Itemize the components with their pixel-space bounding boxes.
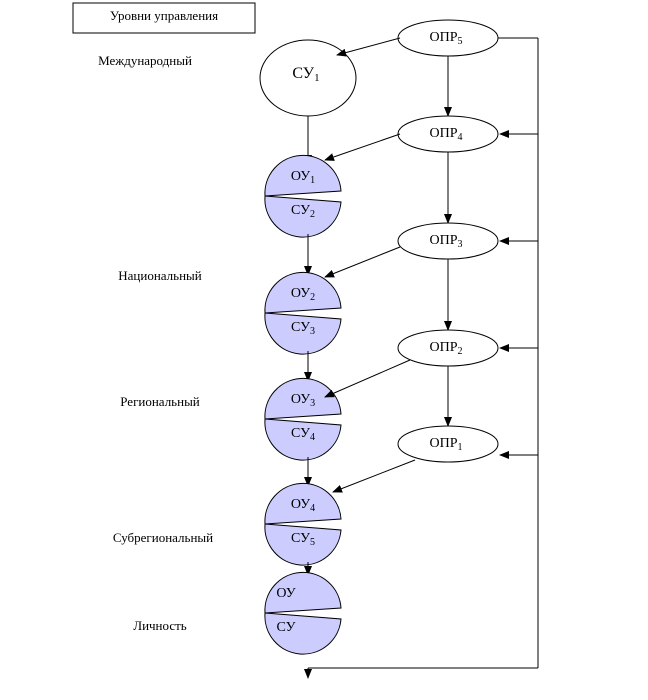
label: ОПР2 [429, 340, 462, 357]
arrow [336, 37, 401, 57]
label-text: ОПР [429, 30, 457, 45]
label-sub: 3 [310, 326, 315, 337]
label-sub: 2 [310, 209, 315, 220]
label-text: ОУ [291, 286, 310, 301]
label: СУ1 [292, 65, 319, 84]
label: СУ3 [291, 320, 315, 337]
label: ОУ [276, 586, 295, 601]
block-upper [264, 377, 342, 420]
arrow [332, 459, 416, 493]
label-sub: 5 [310, 537, 315, 548]
label-text: ОПР [429, 233, 457, 248]
label-text: СУ [291, 203, 310, 218]
block-upper [264, 482, 342, 525]
label-text: ОУ [291, 169, 310, 184]
dm-ellipse [397, 222, 499, 260]
title-box [72, 2, 256, 34]
dm-ellipse [397, 19, 499, 57]
dm-ellipse [397, 425, 499, 463]
arrow [324, 246, 401, 278]
label: ОПР4 [429, 126, 462, 143]
dm-ellipse [397, 115, 499, 153]
label: ОПР5 [429, 30, 462, 47]
label-sub: 1 [310, 175, 315, 186]
label: СУ4 [291, 426, 315, 443]
label: СУ5 [291, 531, 315, 548]
dm-ellipse [397, 329, 499, 367]
label-text: СУ [276, 620, 295, 635]
label-text: ОУ [291, 497, 310, 512]
label: ОУ4 [291, 497, 315, 514]
block-upper [264, 571, 342, 614]
label-sub: 5 [458, 36, 463, 47]
label-text: ОПР [429, 340, 457, 355]
level-label: Региональный [120, 394, 200, 409]
label: ОПР1 [429, 436, 462, 453]
label-text: ОУ [291, 392, 310, 407]
block-upper [264, 154, 342, 197]
label-text: СУ [291, 426, 310, 441]
label-text: СУ [291, 320, 310, 335]
label-sub: 2 [310, 292, 315, 303]
label-text: ОУ [276, 586, 295, 601]
level-label: Национальный [118, 268, 202, 283]
arrow [324, 133, 401, 161]
label: СУ [276, 620, 295, 635]
block-lower [264, 523, 342, 566]
level-label: Субрегиональный [113, 530, 213, 545]
label-sub: 3 [310, 398, 315, 409]
label-text: ОПР [429, 126, 457, 141]
label-sub: 3 [458, 239, 463, 250]
block-upper [264, 271, 342, 314]
label: ОУ3 [291, 392, 315, 409]
block-lower [264, 418, 342, 461]
label-sub: 1 [458, 442, 463, 453]
block-lower [264, 195, 342, 238]
title: Уровни управления [110, 8, 218, 23]
level-label: Личность [133, 618, 187, 633]
label: СУ2 [291, 203, 315, 220]
level-label: Международный [98, 53, 192, 68]
block-lower [264, 612, 342, 655]
label-sub: 4 [458, 132, 463, 143]
label-sub: 4 [310, 503, 315, 514]
label: ОУ2 [291, 286, 315, 303]
label: ОПР3 [429, 233, 462, 250]
label-sub: 1 [314, 72, 320, 84]
label: ОУ1 [291, 169, 315, 186]
label-text: ОПР [429, 436, 457, 451]
block-lower [264, 312, 342, 355]
label-sub: 4 [310, 432, 315, 443]
label-sub: 2 [458, 346, 463, 357]
arrow [324, 359, 411, 398]
label-text: СУ [291, 531, 310, 546]
label-text: СУ [292, 65, 314, 82]
